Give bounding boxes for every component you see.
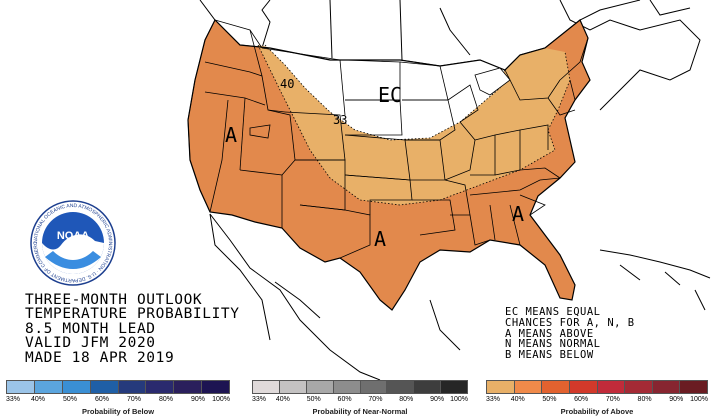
legend-swatch	[118, 381, 147, 393]
outlook-info: THREE-MONTH OUTLOOK TEMPERATURE PROBABIL…	[25, 292, 240, 366]
equal-chances-region	[265, 45, 505, 140]
legend-near-normal-ticks: 33% 40% 50% 60% 70% 80% 90% 100%	[252, 396, 468, 406]
info-line-lead: 8.5 MONTH LEAD	[25, 320, 156, 337]
legend-swatch	[542, 381, 570, 393]
info-line-title: THREE-MONTH OUTLOOK	[25, 292, 203, 308]
legend-swatch	[487, 381, 515, 393]
legend-swatch	[253, 381, 280, 393]
above-label-south: A	[374, 227, 386, 251]
legend-tick-label: 40%	[510, 396, 525, 403]
legend-above: 33% 40% 50% 60% 70% 80% 90% 100% Probability of…	[486, 380, 708, 417]
legend-swatch	[202, 381, 229, 393]
contour-40-label: 40	[280, 77, 294, 91]
legend-below-ticks: 33% 40% 50% 60% 70% 80% 90% 100%	[6, 396, 230, 406]
legend-tick-label: 70%	[368, 396, 383, 403]
legend-near-normal-title: Probability of Near-Normal	[312, 407, 408, 416]
legend-tick-label: 33%	[252, 396, 267, 403]
key-line-chances: CHANCES FOR A, N, B	[505, 316, 635, 329]
legend-tick-label: 80%	[637, 396, 652, 403]
legend-tick-label: 100%	[450, 396, 468, 403]
legend-swatch	[90, 381, 119, 393]
legend-swatch	[514, 381, 543, 393]
category-key: EC MEANS EQUAL CHANCES FOR A, N, B A MEA…	[505, 307, 635, 361]
legend-below: 33% 40% 50% 60% 70% 80% 90% 100% Probability of…	[6, 380, 230, 417]
legend-swatch	[174, 381, 203, 393]
above-label-west: A	[225, 123, 237, 147]
key-line-above: A MEANS ABOVE	[505, 327, 594, 340]
legend-tick-label: 60%	[337, 396, 352, 403]
legend-swatch	[62, 381, 91, 393]
info-line-made: MADE 18 APR 2019	[25, 349, 175, 366]
legend-swatch	[625, 381, 653, 393]
legend-tick-label: 100%	[690, 396, 708, 403]
legend-swatch	[569, 381, 598, 393]
legend-below-bar	[6, 380, 230, 394]
legend-near-normal-bar	[252, 380, 468, 394]
above-label-southeast: A	[512, 202, 524, 226]
legend-swatch	[34, 381, 63, 393]
legend-swatch	[7, 381, 35, 393]
legend-tick-label: 90%	[669, 396, 684, 403]
legend-tick-label: 90%	[190, 396, 206, 403]
legend-tick-label: 33%	[6, 396, 21, 403]
legend-tick-label: 100%	[212, 396, 230, 403]
ec-label: EC	[378, 83, 402, 107]
legend-above-title: Probability of Above	[560, 407, 634, 416]
key-line-ec: EC MEANS EQUAL	[505, 306, 601, 318]
legend-tick-label: 60%	[574, 396, 589, 403]
contour-33-label: 33	[333, 113, 347, 127]
contour-lines	[257, 44, 571, 206]
legend-above-bar	[486, 380, 708, 394]
state-borders	[187, 19, 589, 259]
legend-tick-label: 50%	[542, 396, 557, 403]
legend-tick-label: 40%	[30, 396, 46, 403]
legend-tick-label: 70%	[605, 396, 620, 403]
legend-near-normal: 33% 40% 50% 60% 70% 80% 90% 100% Probability of…	[252, 380, 468, 417]
legend-swatch	[387, 381, 415, 393]
legend-tick-label: 90%	[430, 396, 445, 403]
noaa-logo: NOAA NATIONAL OCEANIC AND ATMOSPHERIC AD…	[30, 200, 116, 286]
legend-tick-label: 60%	[94, 396, 110, 403]
legend-swatch	[146, 381, 175, 393]
legend-below-title: Probability of Below	[81, 407, 155, 416]
legend-swatch	[333, 381, 361, 393]
legend-tick-label: 40%	[275, 396, 290, 403]
legend-tick-label: 50%	[306, 396, 321, 403]
legend-swatch	[652, 381, 681, 393]
noaa-logo-text: NOAA	[57, 230, 89, 242]
info-line-valid: VALID JFM 2020	[25, 335, 156, 352]
legend-swatch	[680, 381, 707, 393]
legend-above-ticks: 33% 40% 50% 60% 70% 80% 90% 100%	[486, 396, 708, 406]
legend-swatch	[306, 381, 334, 393]
legend-swatch	[597, 381, 626, 393]
great-lakes	[474, 67, 511, 96]
legend-tick-label: 50%	[62, 396, 78, 403]
legend-swatch	[414, 381, 442, 393]
legend-tick-label: 80%	[158, 396, 174, 403]
legend-tick-label: 33%	[486, 396, 501, 403]
legend-swatch	[441, 381, 467, 393]
key-line-below: B MEANS BELOW	[505, 349, 594, 362]
us-outline	[187, 18, 591, 311]
legend-tick-label: 80%	[399, 396, 414, 403]
key-line-normal: N MEANS NORMAL	[505, 338, 601, 351]
outlook-map: EC A A A 40 33 NOAA NATIONAL OCEANIC AND…	[30, 0, 711, 380]
legend-swatch	[279, 381, 307, 393]
legend-tick-label: 70%	[126, 396, 142, 403]
legend-swatch	[360, 381, 388, 393]
info-line-type: TEMPERATURE PROBABILITY	[25, 306, 240, 323]
